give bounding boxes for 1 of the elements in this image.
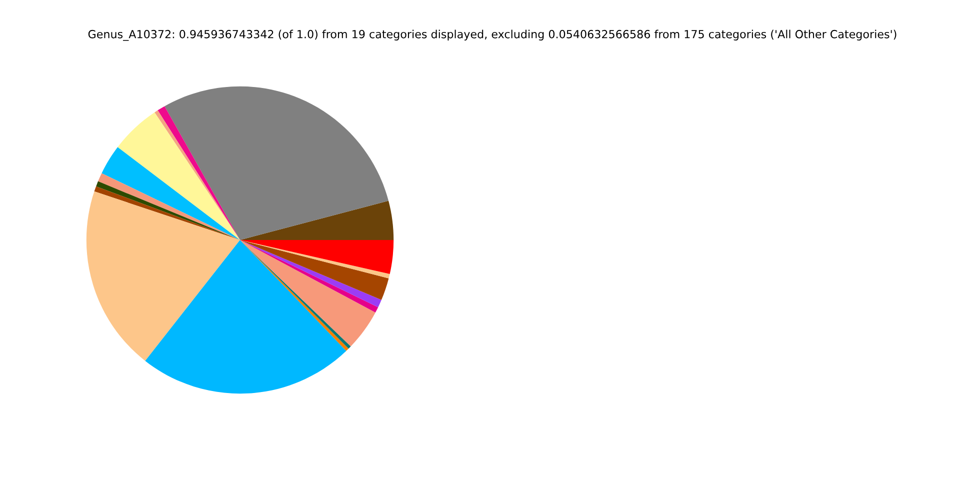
text: Genus_A10372: 0.945936743342 (of 1.0) from 19 categories displayed, excluding 0.0540632566586 from 175 categories ('All Other Categories') [88,30,896,41]
